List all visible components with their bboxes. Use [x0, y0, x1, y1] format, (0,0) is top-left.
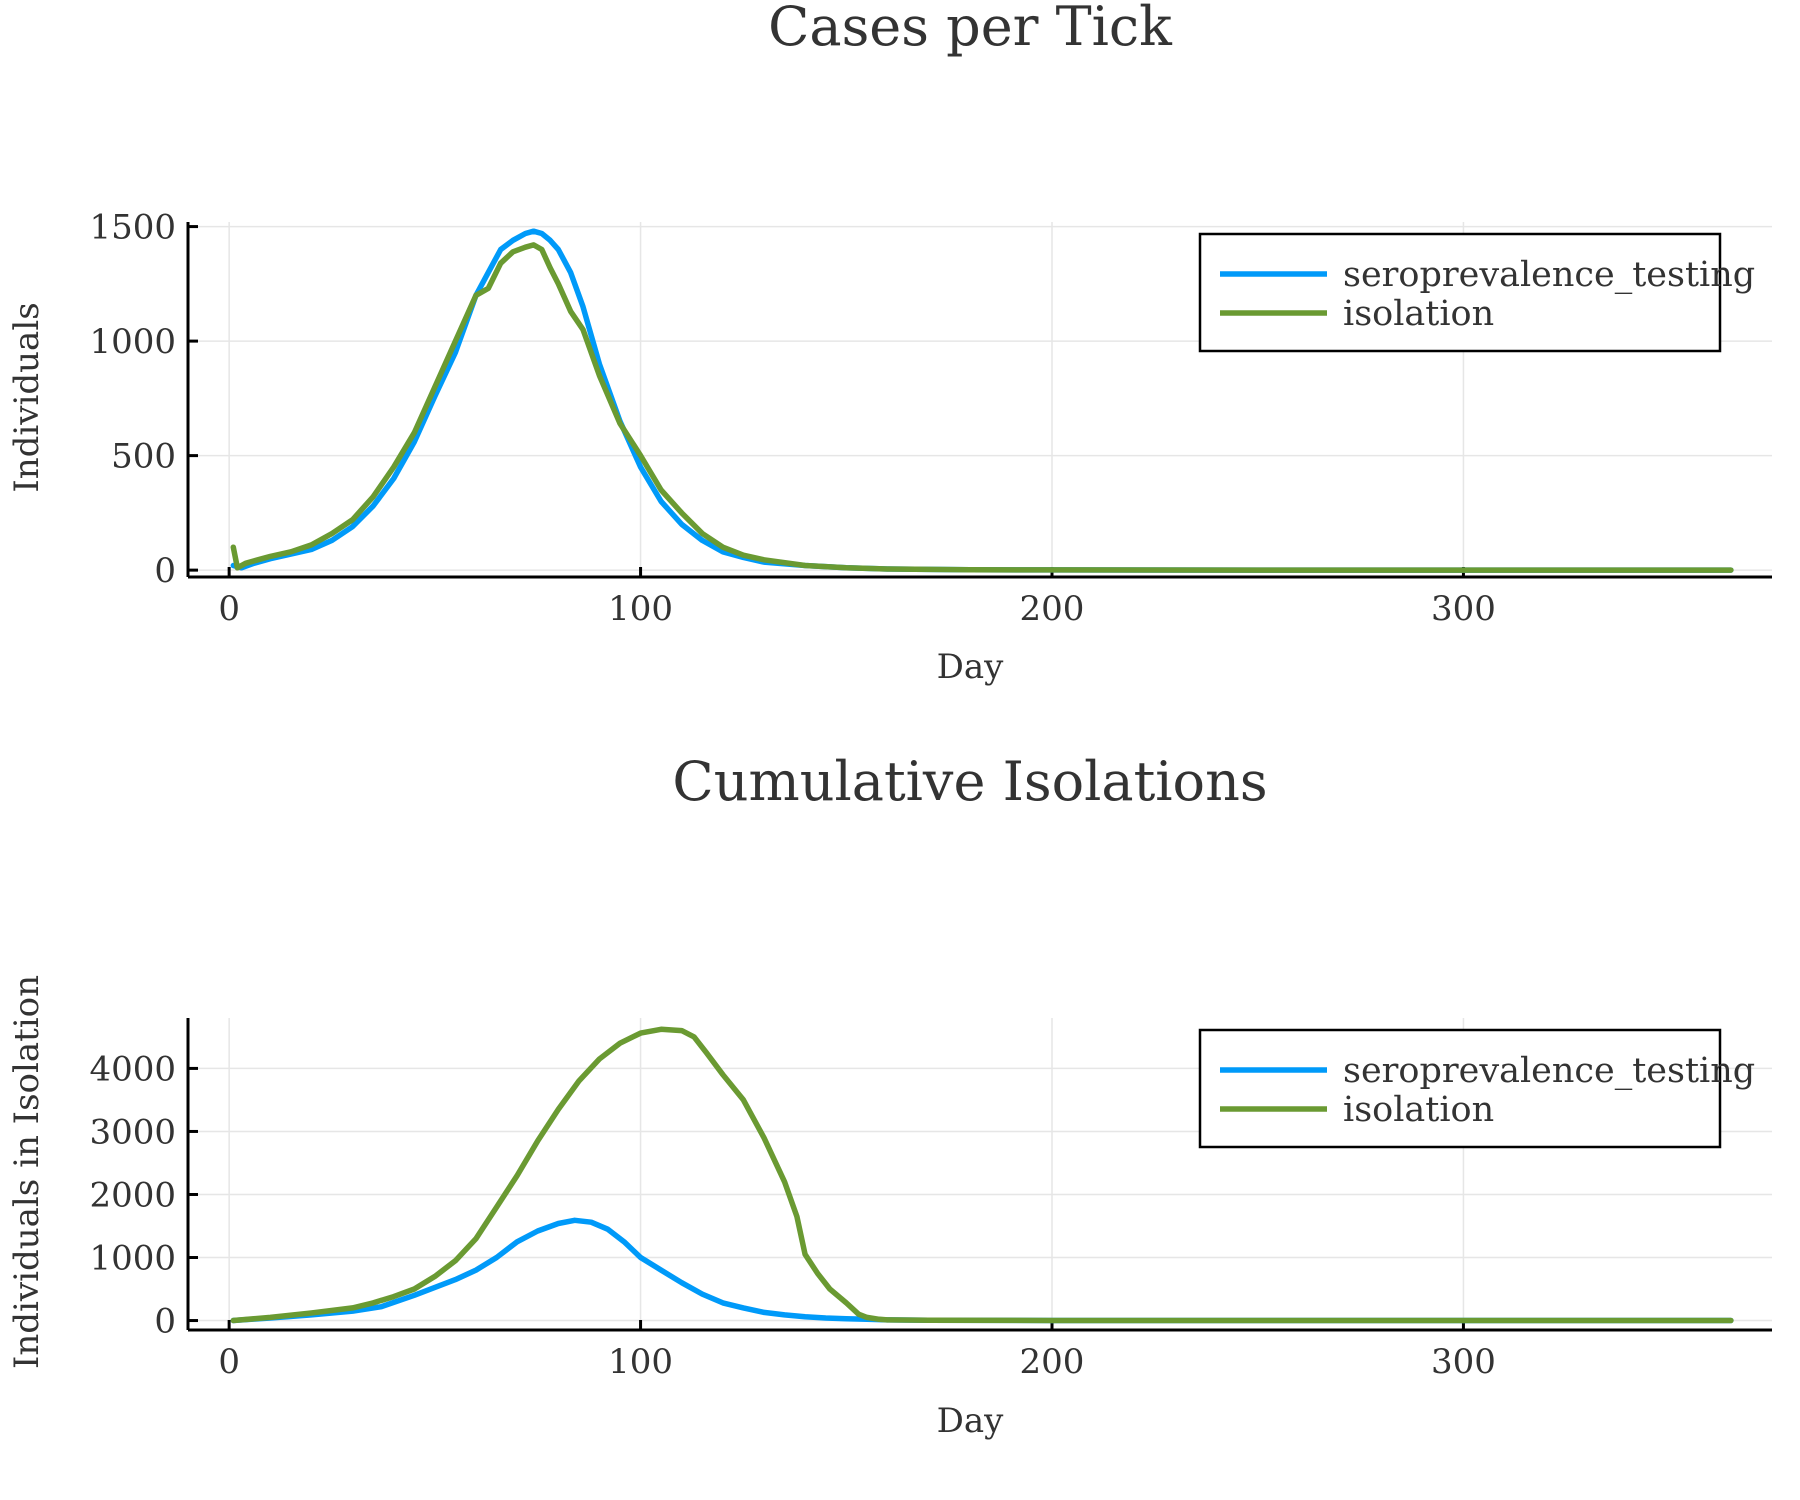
cases-per-tick-title: Cases per Tick — [768, 0, 1173, 58]
cases-per-tick-y-tick-label: 1500 — [89, 208, 176, 248]
cumulative-isolations-x-tick-label: 300 — [1431, 1342, 1496, 1382]
cases-per-tick-y-tick-label: 1000 — [89, 322, 176, 362]
cumulative-isolations-legend-label-isolation: isolation — [1343, 1090, 1494, 1130]
cumulative-isolations-y-axis-label: Individuals in Isolation — [7, 975, 47, 1369]
cases-per-tick-x-tick-label: 300 — [1431, 589, 1496, 629]
cumulative-isolations-series-isolation-line — [230, 1026, 1734, 1324]
cases-per-tick-legend-box — [1198, 232, 1722, 353]
cumulative-isolations-x-axis-label: Day — [937, 1401, 1005, 1441]
cases-per-tick-y-axis-label: Individuals — [7, 302, 47, 492]
cases-per-tick-y-tick-label: 500 — [111, 437, 176, 477]
cumulative-isolations-y-tick-label: 0 — [154, 1302, 176, 1342]
cases-per-tick-x-axis-label: Day — [937, 647, 1005, 687]
cumulative-isolations-y-tick-label: 2000 — [89, 1175, 176, 1215]
cumulative-isolations-x-tick-label: 100 — [608, 1342, 673, 1382]
cumulative-isolations-x-tick-label: 200 — [1020, 1342, 1085, 1382]
cases-per-tick-x-tick-label: 0 — [218, 589, 240, 629]
cases-per-tick-chart: Cases per Tick 0 100 200 300 0 500 1000 1500 Day I… — [7, 0, 1772, 687]
cumulative-isolations-y-tick-label: 1000 — [89, 1239, 176, 1279]
cumulative-isolations-y-tick-label: 4000 — [89, 1049, 176, 1089]
cases-per-tick-x-tick-label: 200 — [1020, 589, 1085, 629]
cumulative-isolations-title: Cumulative Isolations — [672, 750, 1267, 813]
cases-per-tick-x-tick-label: 100 — [608, 589, 673, 629]
cases-per-tick-series-isolation-line — [230, 242, 1734, 573]
cumulative-isolations-legend-box — [1198, 1028, 1722, 1149]
cases-per-tick-legend-label-isolation: isolation — [1343, 294, 1494, 334]
cumulative-isolations-legend-label-seroprevalence-testing: seroprevalence_testing — [1343, 1051, 1755, 1091]
cases-per-tick-y-tick-label: 0 — [154, 551, 176, 591]
cases-per-tick-legend-label-seroprevalence-testing: seroprevalence_testing — [1343, 255, 1755, 295]
cumulative-isolations-x-tick-label: 0 — [218, 1342, 240, 1382]
cumulative-isolations-y-tick-label: 3000 — [89, 1112, 176, 1152]
